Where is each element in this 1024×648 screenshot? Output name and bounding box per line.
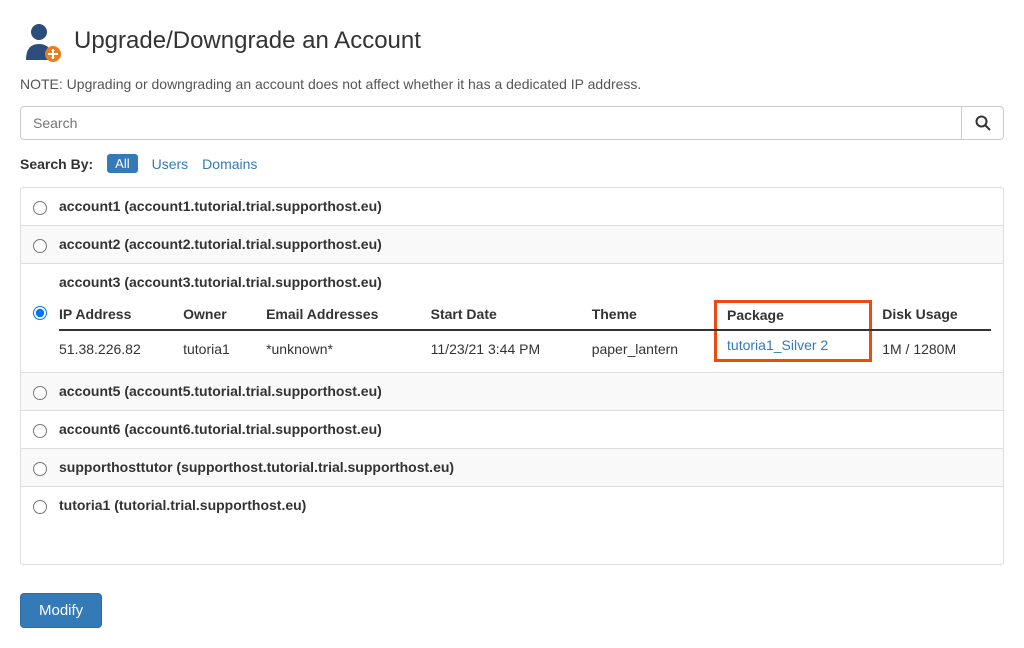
account-label[interactable]: account5 (account5.tutorial.trial.suppor… xyxy=(59,383,382,399)
col-owner: Owner xyxy=(173,300,256,330)
col-theme: Theme xyxy=(582,300,714,330)
val-ip: 51.38.226.82 xyxy=(59,330,173,362)
col-disk: Disk Usage xyxy=(872,300,991,330)
search-button[interactable] xyxy=(962,106,1004,140)
filter-users[interactable]: Users xyxy=(152,156,189,172)
account-label[interactable]: account3 (account3.tutorial.trial.suppor… xyxy=(59,274,382,290)
col-start: Start Date xyxy=(421,300,582,330)
account-radio[interactable] xyxy=(33,306,47,320)
account-label[interactable]: tutoria1 (tutorial.trial.supporthost.eu) xyxy=(59,497,306,513)
val-theme: paper_lantern xyxy=(582,330,714,362)
account-radio[interactable] xyxy=(33,386,47,400)
filter-all[interactable]: All xyxy=(107,154,137,173)
account-details: IP Address Owner Email Addresses Start D… xyxy=(59,300,991,362)
col-email: Email Addresses xyxy=(256,300,421,330)
search-icon xyxy=(975,115,991,131)
val-package: tutoria1_Silver 2 xyxy=(714,330,872,362)
account-icon xyxy=(20,20,62,62)
account-row[interactable]: tutoria1 (tutorial.trial.supporthost.eu) xyxy=(21,487,1003,564)
note-text: NOTE: Upgrading or downgrading an accoun… xyxy=(20,76,1004,92)
account-label[interactable]: account2 (account2.tutorial.trial.suppor… xyxy=(59,236,382,252)
account-row[interactable]: account3 (account3.tutorial.trial.suppor… xyxy=(21,264,1003,373)
val-email: *unknown* xyxy=(256,330,421,362)
col-package: Package xyxy=(714,300,872,330)
accounts-list: account1 (account1.tutorial.trial.suppor… xyxy=(20,187,1004,565)
package-link[interactable]: tutoria1_Silver 2 xyxy=(727,337,828,353)
account-label[interactable]: account1 (account1.tutorial.trial.suppor… xyxy=(59,198,382,214)
modify-button[interactable]: Modify xyxy=(20,593,102,628)
account-radio[interactable] xyxy=(33,201,47,215)
searchby-label: Search By: xyxy=(20,156,93,172)
account-radio[interactable] xyxy=(33,462,47,476)
account-label[interactable]: account6 (account6.tutorial.trial.suppor… xyxy=(59,421,382,437)
account-radio[interactable] xyxy=(33,500,47,514)
col-ip: IP Address xyxy=(59,300,173,330)
account-row[interactable]: account2 (account2.tutorial.trial.suppor… xyxy=(21,226,1003,264)
page-title: Upgrade/Downgrade an Account xyxy=(74,27,421,55)
account-label[interactable]: supporthosttutor (supporthost.tutorial.t… xyxy=(59,459,454,475)
account-radio[interactable] xyxy=(33,424,47,438)
val-disk: 1M / 1280M xyxy=(872,330,991,362)
val-owner: tutoria1 xyxy=(173,330,256,362)
filter-domains[interactable]: Domains xyxy=(202,156,257,172)
account-row[interactable]: account1 (account1.tutorial.trial.suppor… xyxy=(21,188,1003,226)
account-radio[interactable] xyxy=(33,239,47,253)
search-input[interactable] xyxy=(20,106,962,140)
account-row[interactable]: account6 (account6.tutorial.trial.suppor… xyxy=(21,411,1003,449)
account-row[interactable]: supporthosttutor (supporthost.tutorial.t… xyxy=(21,449,1003,487)
val-start: 11/23/21 3:44 PM xyxy=(421,330,582,362)
account-row[interactable]: account5 (account5.tutorial.trial.suppor… xyxy=(21,373,1003,411)
